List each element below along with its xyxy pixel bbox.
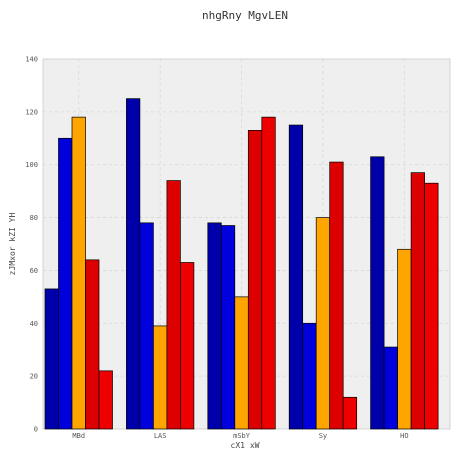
x-axis-label: cX1 xW (231, 441, 260, 450)
y-tick-label: 140 (25, 56, 38, 64)
bar-mSbY-series-1 (208, 223, 222, 429)
chart-title: nhgRny MgvLEN (202, 9, 288, 22)
bar-Sy-series-3 (316, 218, 330, 429)
x-tick-labels: MBd LAS mSbY Sy HO (72, 432, 408, 440)
bar-Sy-series-2 (303, 323, 317, 429)
bar-mSbY-series-3 (235, 297, 249, 429)
bar-Sy-series-4 (330, 162, 344, 429)
bar-LAS-series-4 (167, 181, 181, 429)
y-axis-label: zJMxor kZI YH (8, 213, 17, 276)
y-tick-label: 80 (30, 214, 38, 222)
y-tick-label: 40 (30, 320, 38, 328)
bar-LAS-series-5 (180, 263, 194, 430)
x-tick-label: Sy (319, 432, 327, 440)
bar-MBd-series-1 (45, 289, 59, 429)
y-tick-label: 60 (30, 267, 38, 275)
y-tick-label: 0 (34, 426, 38, 434)
x-tick-label: LAS (154, 432, 167, 440)
bar-HO-series-5 (425, 183, 439, 429)
bar-HO-series-1 (371, 157, 385, 429)
x-tick-label: HO (400, 432, 408, 440)
x-tick-label: mSbY (233, 432, 251, 440)
bar-MBd-series-5 (99, 371, 113, 429)
y-tick-label: 20 (30, 373, 38, 381)
bar-LAS-series-1 (126, 99, 139, 429)
bar-MBd-series-2 (59, 138, 73, 429)
bar-Sy-series-1 (289, 125, 303, 429)
x-tick-label: MBd (72, 432, 85, 440)
y-tick-labels: 0 20 40 60 80 100 120 140 (25, 56, 38, 434)
bar-mSbY-series-2 (221, 226, 235, 430)
bar-MBd-series-4 (86, 260, 100, 429)
bar-Sy-series-5 (343, 397, 357, 429)
bar-LAS-series-3 (153, 326, 167, 429)
bar-HO-series-3 (398, 249, 412, 429)
bar-mSbY-series-4 (248, 130, 261, 429)
bar-mSbY-series-5 (262, 117, 276, 429)
y-tick-label: 120 (25, 108, 38, 116)
bar-MBd-series-3 (72, 117, 86, 429)
bar-LAS-series-2 (140, 223, 154, 429)
bar-HO-series-4 (411, 173, 425, 429)
bar-HO-series-2 (384, 347, 398, 429)
y-tick-label: 100 (25, 161, 38, 169)
